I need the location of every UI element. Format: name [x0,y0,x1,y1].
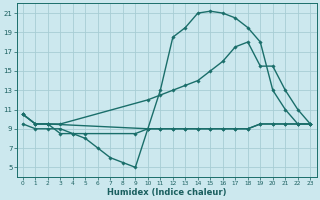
X-axis label: Humidex (Indice chaleur): Humidex (Indice chaleur) [107,188,226,197]
